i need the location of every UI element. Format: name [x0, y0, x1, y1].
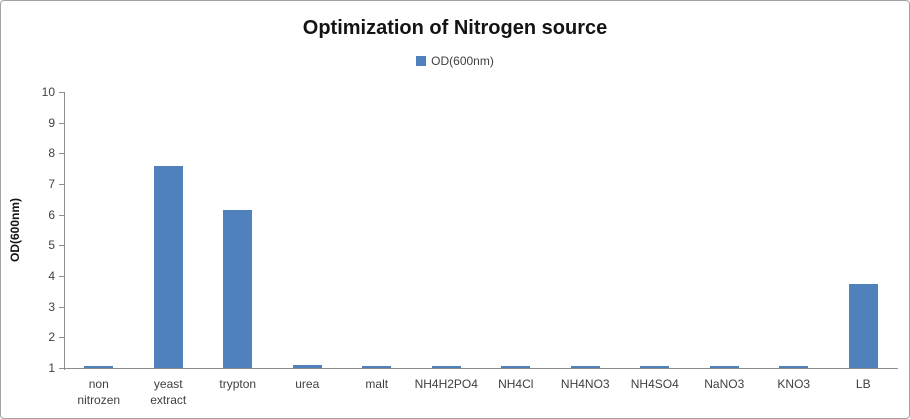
y-axis-title: OD(600nm)	[8, 197, 22, 263]
bar-nh4no3	[570, 366, 600, 368]
bar-yeast-extract	[153, 165, 183, 368]
x-category-label: LB	[855, 377, 871, 391]
x-category-label: NH4Cl	[498, 377, 534, 391]
x-category-label: KNO3	[777, 377, 811, 391]
bar-nh4so4	[640, 366, 670, 368]
x-category-label: NH4H2PO4	[414, 377, 478, 391]
y-axis	[64, 92, 65, 370]
x-category-label: malt	[365, 377, 389, 391]
y-tick-label: 4	[48, 269, 55, 283]
legend-label: OD(600nm)	[431, 54, 494, 68]
bar-trypton	[223, 210, 253, 368]
chart-title: Optimization of Nitrogen source	[302, 17, 608, 39]
x-axis	[64, 368, 898, 369]
bar-nano3	[709, 366, 739, 368]
y-axis-tick	[59, 245, 64, 247]
x-category-label: NaNO3	[704, 377, 745, 391]
bar-malt	[362, 366, 392, 368]
y-axis-tick	[59, 92, 64, 93]
x-category-label: yeast extract	[150, 377, 187, 407]
y-axis-tick	[59, 184, 64, 185]
y-tick-label: 2	[48, 330, 55, 345]
y-tick-label: 6	[48, 207, 55, 222]
y-axis-tick	[59, 337, 64, 339]
y-axis-tick	[59, 153, 64, 155]
bar-kno3	[779, 366, 809, 368]
bar-nh4cl	[501, 366, 531, 368]
y-tick-label: 7	[48, 177, 55, 191]
y-tick-label: 1	[48, 361, 55, 375]
y-tick-label: 10	[41, 85, 55, 99]
x-category-label: non nitrozen	[77, 377, 121, 407]
legend: OD(600nm)	[1, 54, 909, 68]
y-tick-label: 3	[48, 299, 55, 314]
y-axis-tick	[59, 306, 64, 308]
y-tick-label: 8	[48, 146, 55, 161]
x-category-label: trypton	[219, 377, 257, 391]
y-axis-tick	[59, 368, 64, 369]
bar-urea	[292, 364, 322, 368]
y-axis-tick	[59, 214, 64, 216]
x-category-label: NH4SO4	[630, 377, 679, 391]
y-tick-label: 9	[48, 115, 55, 130]
bar-nh4h2po4	[431, 366, 461, 368]
x-category-label: urea	[295, 377, 320, 391]
bar-lb	[848, 283, 878, 368]
bar-non-nitrozen	[84, 366, 114, 368]
y-axis-tick	[59, 122, 64, 124]
x-category-label: NH4NO3	[560, 377, 610, 391]
y-tick-label: 5	[48, 238, 55, 253]
y-axis-tick	[59, 276, 64, 277]
legend-swatch-icon	[416, 56, 427, 66]
